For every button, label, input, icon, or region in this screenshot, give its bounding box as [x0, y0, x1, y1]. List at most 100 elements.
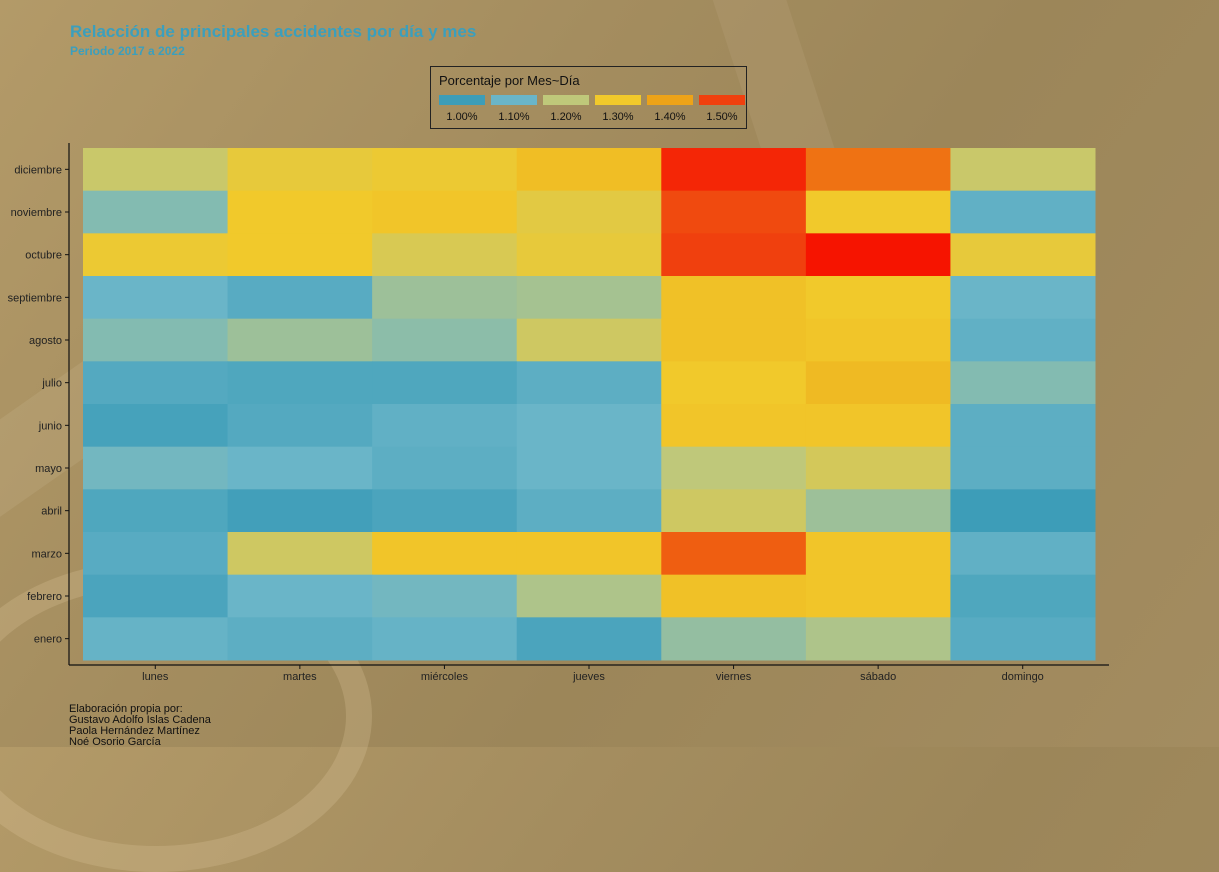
heatmap-cell	[661, 276, 807, 320]
y-tick-label: noviembre	[11, 207, 62, 219]
credits: Elaboración propia por: Gustavo Adolfo I…	[69, 704, 211, 748]
y-tick-label: abril	[41, 506, 62, 518]
heatmap-cell	[83, 148, 229, 192]
heatmap-cell	[227, 318, 373, 362]
heatmap-cell	[950, 446, 1096, 490]
heatmap-cell	[805, 404, 951, 448]
heatmap-cell	[83, 404, 229, 448]
heatmap-cell	[516, 489, 662, 533]
heatmap-cell	[661, 233, 807, 277]
heatmap-cell	[83, 574, 229, 618]
x-tick-label: sábado	[860, 671, 896, 683]
legend-keys: 1.00% 1.10% 1.20% 1.30% 1.40% 1.50%	[439, 95, 745, 123]
legend-key: 1.20%	[543, 95, 589, 123]
legend-swatch	[595, 95, 641, 105]
y-tick-label: enero	[34, 634, 62, 646]
heatmap-cell	[83, 318, 229, 362]
heatmap-cell	[83, 276, 229, 320]
y-tick-label: mayo	[35, 463, 62, 475]
heatmap-cell	[661, 446, 807, 490]
heatmap-cell	[950, 574, 1096, 618]
x-tick-label: viernes	[716, 671, 752, 683]
heatmap-cell	[83, 617, 229, 661]
heatmap-cell	[661, 361, 807, 405]
heatmap-cell	[950, 617, 1096, 661]
legend-label: 1.00%	[446, 111, 478, 123]
chart-title: Relacción de principales accidentes por …	[70, 22, 477, 41]
heatmap-cell	[805, 532, 951, 576]
heatmap-cell	[661, 404, 807, 448]
x-tick-label: domingo	[1002, 671, 1044, 683]
heatmap-cell	[661, 574, 807, 618]
heatmap-cell	[372, 532, 518, 576]
heatmap-cell	[83, 489, 229, 533]
heatmap-cell	[950, 148, 1096, 192]
heatmap-cell	[227, 148, 373, 192]
heatmap-cell	[227, 532, 373, 576]
heatmap-cell	[516, 404, 662, 448]
heatmap-cell	[227, 446, 373, 490]
heatmap-cell	[227, 233, 373, 277]
heatmap-cell	[83, 361, 229, 405]
heatmap-cell	[372, 318, 518, 362]
heatmap-cell	[227, 617, 373, 661]
credits-line: Noé Osorio García	[69, 736, 161, 748]
color-legend: Porcentaje por Mes~Día 1.00% 1.10% 1.20%…	[430, 66, 747, 129]
legend-key: 1.10%	[491, 95, 537, 123]
y-tick-label: marzo	[31, 548, 62, 560]
heatmap-cell	[516, 574, 662, 618]
heatmap-cell	[805, 148, 951, 192]
heatmap-plot: diciembre noviembre octubre septiembre agost…	[8, 143, 1109, 683]
heatmap-cell	[950, 361, 1096, 405]
y-tick-label: julio	[41, 378, 62, 390]
heatmap-cell	[516, 190, 662, 234]
heatmap-cell	[516, 361, 662, 405]
heatmap-cell	[805, 318, 951, 362]
heatmap-cell	[805, 489, 951, 533]
heatmap-cell	[805, 617, 951, 661]
heatmap-cell	[516, 318, 662, 362]
y-tick-label: agosto	[29, 335, 62, 347]
heatmap-cell	[83, 190, 229, 234]
heatmap-cell	[227, 489, 373, 533]
heatmap-cell	[516, 446, 662, 490]
legend-swatch	[543, 95, 589, 105]
x-tick-label: lunes	[142, 671, 169, 683]
chart-subtitle: Periodo 2017 a 2022	[70, 44, 185, 58]
heatmap-cell	[227, 190, 373, 234]
legend-label: 1.40%	[654, 111, 686, 123]
heatmap-cell	[661, 148, 807, 192]
heatmap-cell	[516, 233, 662, 277]
legend-key: 1.30%	[595, 95, 641, 123]
legend-key: 1.50%	[699, 95, 745, 123]
heatmap-cell	[516, 532, 662, 576]
heatmap-cell	[372, 361, 518, 405]
y-tick-label: octubre	[25, 250, 62, 262]
heatmap-cell	[805, 233, 951, 277]
heatmap-cell	[661, 190, 807, 234]
heatmap-cell	[372, 190, 518, 234]
heatmap-cell	[227, 276, 373, 320]
credits-line: Gustavo Adolfo Islas Cadena	[69, 714, 211, 726]
legend-label: 1.10%	[498, 111, 530, 123]
heatmap-cell	[372, 233, 518, 277]
y-tick-label: junio	[38, 420, 62, 432]
legend-title: Porcentaje por Mes~Día	[439, 73, 580, 88]
heatmap-cell	[805, 276, 951, 320]
heatmap-cell	[950, 318, 1096, 362]
legend-key: 1.40%	[647, 95, 693, 123]
heatmap-cell	[661, 617, 807, 661]
y-tick-label: diciembre	[14, 164, 62, 176]
heatmap-cell	[950, 276, 1096, 320]
heatmap-cell	[372, 617, 518, 661]
heatmap-cell	[227, 574, 373, 618]
heatmap-cell	[805, 446, 951, 490]
heatmap-cell	[372, 489, 518, 533]
legend-label: 1.30%	[602, 111, 634, 123]
heatmap-cell	[516, 148, 662, 192]
heatmap-cell	[227, 404, 373, 448]
heatmap-cell	[372, 574, 518, 618]
heatmap-cell	[372, 276, 518, 320]
x-tick-label: jueves	[572, 671, 605, 683]
legend-label: 1.50%	[706, 111, 738, 123]
